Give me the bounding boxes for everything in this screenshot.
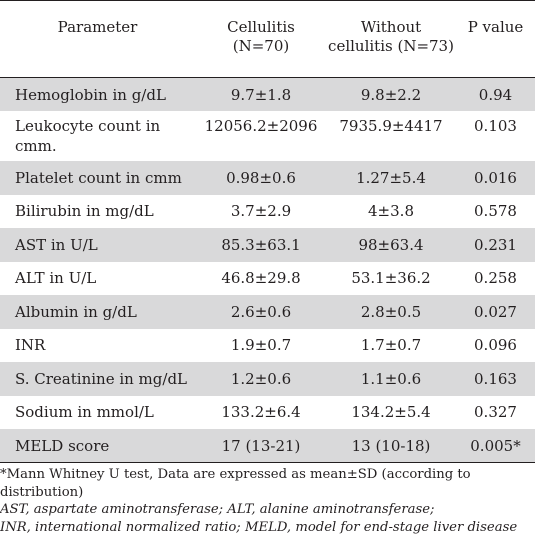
cellulitis-value-cell: 133.2±6.4 <box>221 403 301 422</box>
table-row: INR 1.9±0.7 1.7±0.7 0.096 <box>0 329 535 363</box>
header-p-value: P value <box>467 18 524 36</box>
without-cellulitis-value-cell: 53.1±36.2 <box>351 269 431 288</box>
p-value-cell: 0.096 <box>474 336 517 355</box>
without-cellulitis-value-cell: 1.27±5.4 <box>356 168 426 187</box>
table-row: Leukocyte count in cmm. 12056.2±2096 7935.… <box>0 111 535 161</box>
cellulitis-value-cell: 46.8±29.8 <box>221 269 301 288</box>
header-without-line2: cellulitis (N=73) <box>328 37 454 55</box>
p-value-cell: 0.005* <box>470 436 521 455</box>
parameter-cell: ALT in U/L <box>15 269 97 288</box>
table-row: S. Creatinine in mg/dL 1.2±0.6 1.1±0.6 0.16… <box>0 362 535 396</box>
cellulitis-value-cell: 17 (13-21) <box>221 436 301 455</box>
cellulitis-value-cell: 1.2±0.6 <box>230 369 292 388</box>
table-row: Hemoglobin in g/dL 9.7±1.8 9.8±2.2 0.94 <box>0 77 535 111</box>
table-row: MELD score 17 (13-21) 13 (10-18) 0.005* <box>0 429 535 463</box>
table-body: Hemoglobin in g/dL 9.7±1.8 9.8±2.2 0.94 Leuk… <box>0 77 535 463</box>
header-cellulitis: Cellulitis (N=70) <box>227 18 295 55</box>
table-row: Sodium in mmol/L 133.2±6.4 134.2±5.4 0.327 <box>0 396 535 430</box>
without-cellulitis-value-cell: 134.2±5.4 <box>351 403 431 422</box>
cellulitis-value-cell: 0.98±0.6 <box>226 168 296 187</box>
header-without-line1: Without <box>360 18 422 36</box>
table-row: Platelet count in cmm 0.98±0.6 1.27±5.4 0.0… <box>0 161 535 195</box>
parameter-cell: Albumin in g/dL <box>15 302 137 321</box>
parameter-cell: Hemoglobin in g/dL <box>15 85 166 104</box>
table-row: ALT in U/L 46.8±29.8 53.1±36.2 0.258 <box>0 262 535 296</box>
without-cellulitis-value-cell: 7935.9±4417 <box>339 117 443 135</box>
cellulitis-value-cell: 3.7±2.9 <box>230 202 292 221</box>
parameter-cell: Bilirubin in mg/dL <box>15 202 154 221</box>
table-notes: *Mann Whitney U test, Data are expressed… <box>0 466 535 536</box>
parameter-cell: Sodium in mmol/L <box>15 403 154 422</box>
cellulitis-value-cell: 85.3±63.1 <box>221 235 301 254</box>
without-cellulitis-value-cell: 2.8±0.5 <box>360 302 422 321</box>
cellulitis-value-cell: 2.6±0.6 <box>230 302 292 321</box>
parameter-cell: Leukocyte count in cmm. <box>15 117 161 155</box>
header-without-cellulitis: Without cellulitis (N=73) <box>326 1 456 78</box>
parameter-cell: INR <box>15 336 46 355</box>
without-cellulitis-value-cell: 1.1±0.6 <box>360 369 422 388</box>
abbreviations-line-1: AST, aspartate aminotransferase; ALT, al… <box>0 502 435 517</box>
without-cellulitis-value-cell: 9.8±2.2 <box>360 85 422 104</box>
p-value-cell: 0.327 <box>474 403 517 422</box>
without-cellulitis-value-cell: 4±3.8 <box>368 202 414 221</box>
p-value-cell: 0.163 <box>474 369 517 388</box>
cellulitis-value-cell: 12056.2±2096 <box>204 117 318 135</box>
header-parameter: Parameter <box>57 18 138 36</box>
p-value-cell: 0.027 <box>474 302 517 321</box>
parameter-cell: Platelet count in cmm <box>15 168 182 187</box>
footnote-text: *Mann Whitney U test, Data are expressed… <box>0 467 471 500</box>
parameter-cell: MELD score <box>15 436 110 455</box>
table-row: Albumin in g/dL 2.6±0.6 2.8±0.5 0.027 <box>0 295 535 329</box>
without-cellulitis-value-cell: 98±63.4 <box>358 235 424 254</box>
p-value-cell: 0.94 <box>478 85 513 104</box>
p-value-cell: 0.231 <box>474 235 517 254</box>
parameter-cell: S. Creatinine in mg/dL <box>15 369 188 388</box>
p-value-cell: 0.578 <box>474 202 517 221</box>
lab-parameters-table: Parameter Cellulitis (N=70) Without cell… <box>0 0 535 463</box>
cellulitis-value-cell: 9.7±1.8 <box>230 85 292 104</box>
without-cellulitis-value-cell: 13 (10-18) <box>351 436 431 455</box>
p-value-cell: 0.258 <box>474 269 517 288</box>
p-value-cell: 0.103 <box>474 117 517 135</box>
table-row: AST in U/L 85.3±63.1 98±63.4 0.231 <box>0 228 535 262</box>
parameter-cell: AST in U/L <box>15 235 98 254</box>
table-row: Bilirubin in mg/dL 3.7±2.9 4±3.8 0.578 <box>0 195 535 229</box>
abbreviations-line-2: INR, international normalized ratio; MEL… <box>0 519 518 535</box>
table-header-row: Parameter Cellulitis (N=70) Without cell… <box>0 0 535 78</box>
cellulitis-value-cell: 1.9±0.7 <box>230 336 292 355</box>
p-value-cell: 0.016 <box>474 168 517 187</box>
without-cellulitis-value-cell: 1.7±0.7 <box>360 336 422 355</box>
